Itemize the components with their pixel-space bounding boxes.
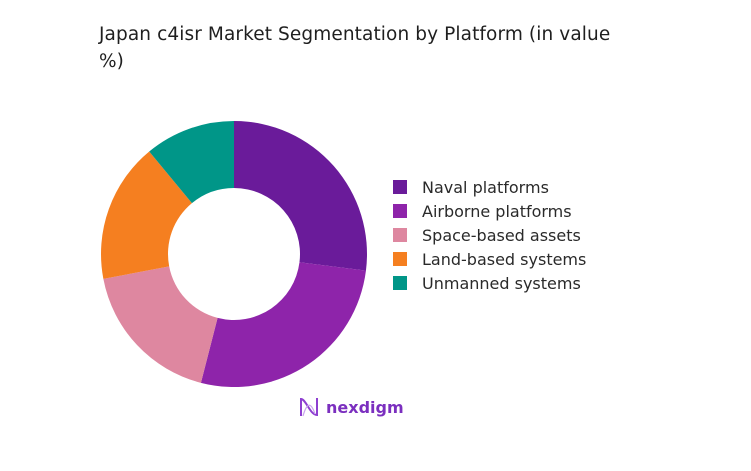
nexdigm-wave-icon bbox=[300, 397, 318, 417]
chart-title-line2: %) bbox=[99, 51, 124, 72]
legend: Naval platforms Airborne platforms Space-b… bbox=[393, 175, 586, 295]
nexdigm-logo: nexdigm bbox=[298, 396, 404, 418]
legend-item: Unmanned systems bbox=[393, 271, 586, 295]
legend-swatch bbox=[393, 228, 407, 242]
legend-item: Naval platforms bbox=[393, 175, 586, 199]
slice-space-based-assets bbox=[103, 266, 218, 383]
legend-swatch bbox=[393, 252, 407, 266]
legend-swatch bbox=[393, 204, 407, 218]
legend-item: Airborne platforms bbox=[393, 199, 586, 223]
legend-swatch bbox=[393, 180, 407, 194]
chart-title: Japan c4isr Market Segmentation by Platf… bbox=[99, 21, 659, 75]
slice-airborne-platforms bbox=[200, 262, 366, 387]
slice-unmanned-systems bbox=[149, 121, 234, 204]
legend-label: Airborne platforms bbox=[422, 201, 572, 221]
legend-label: Land-based systems bbox=[422, 249, 587, 269]
legend-item: Space-based assets bbox=[393, 223, 586, 247]
legend-item: Land-based systems bbox=[393, 247, 586, 271]
slice-land-based-systems bbox=[100, 151, 192, 279]
slice-naval-platforms bbox=[234, 121, 367, 271]
legend-label: Unmanned systems bbox=[422, 273, 581, 293]
logo-text: nexdigm bbox=[326, 397, 404, 417]
legend-swatch bbox=[393, 276, 407, 290]
legend-label: Naval platforms bbox=[422, 177, 549, 197]
legend-label: Space-based assets bbox=[422, 225, 581, 245]
chart-title-line1: Japan c4isr Market Segmentation by Platf… bbox=[99, 24, 611, 45]
